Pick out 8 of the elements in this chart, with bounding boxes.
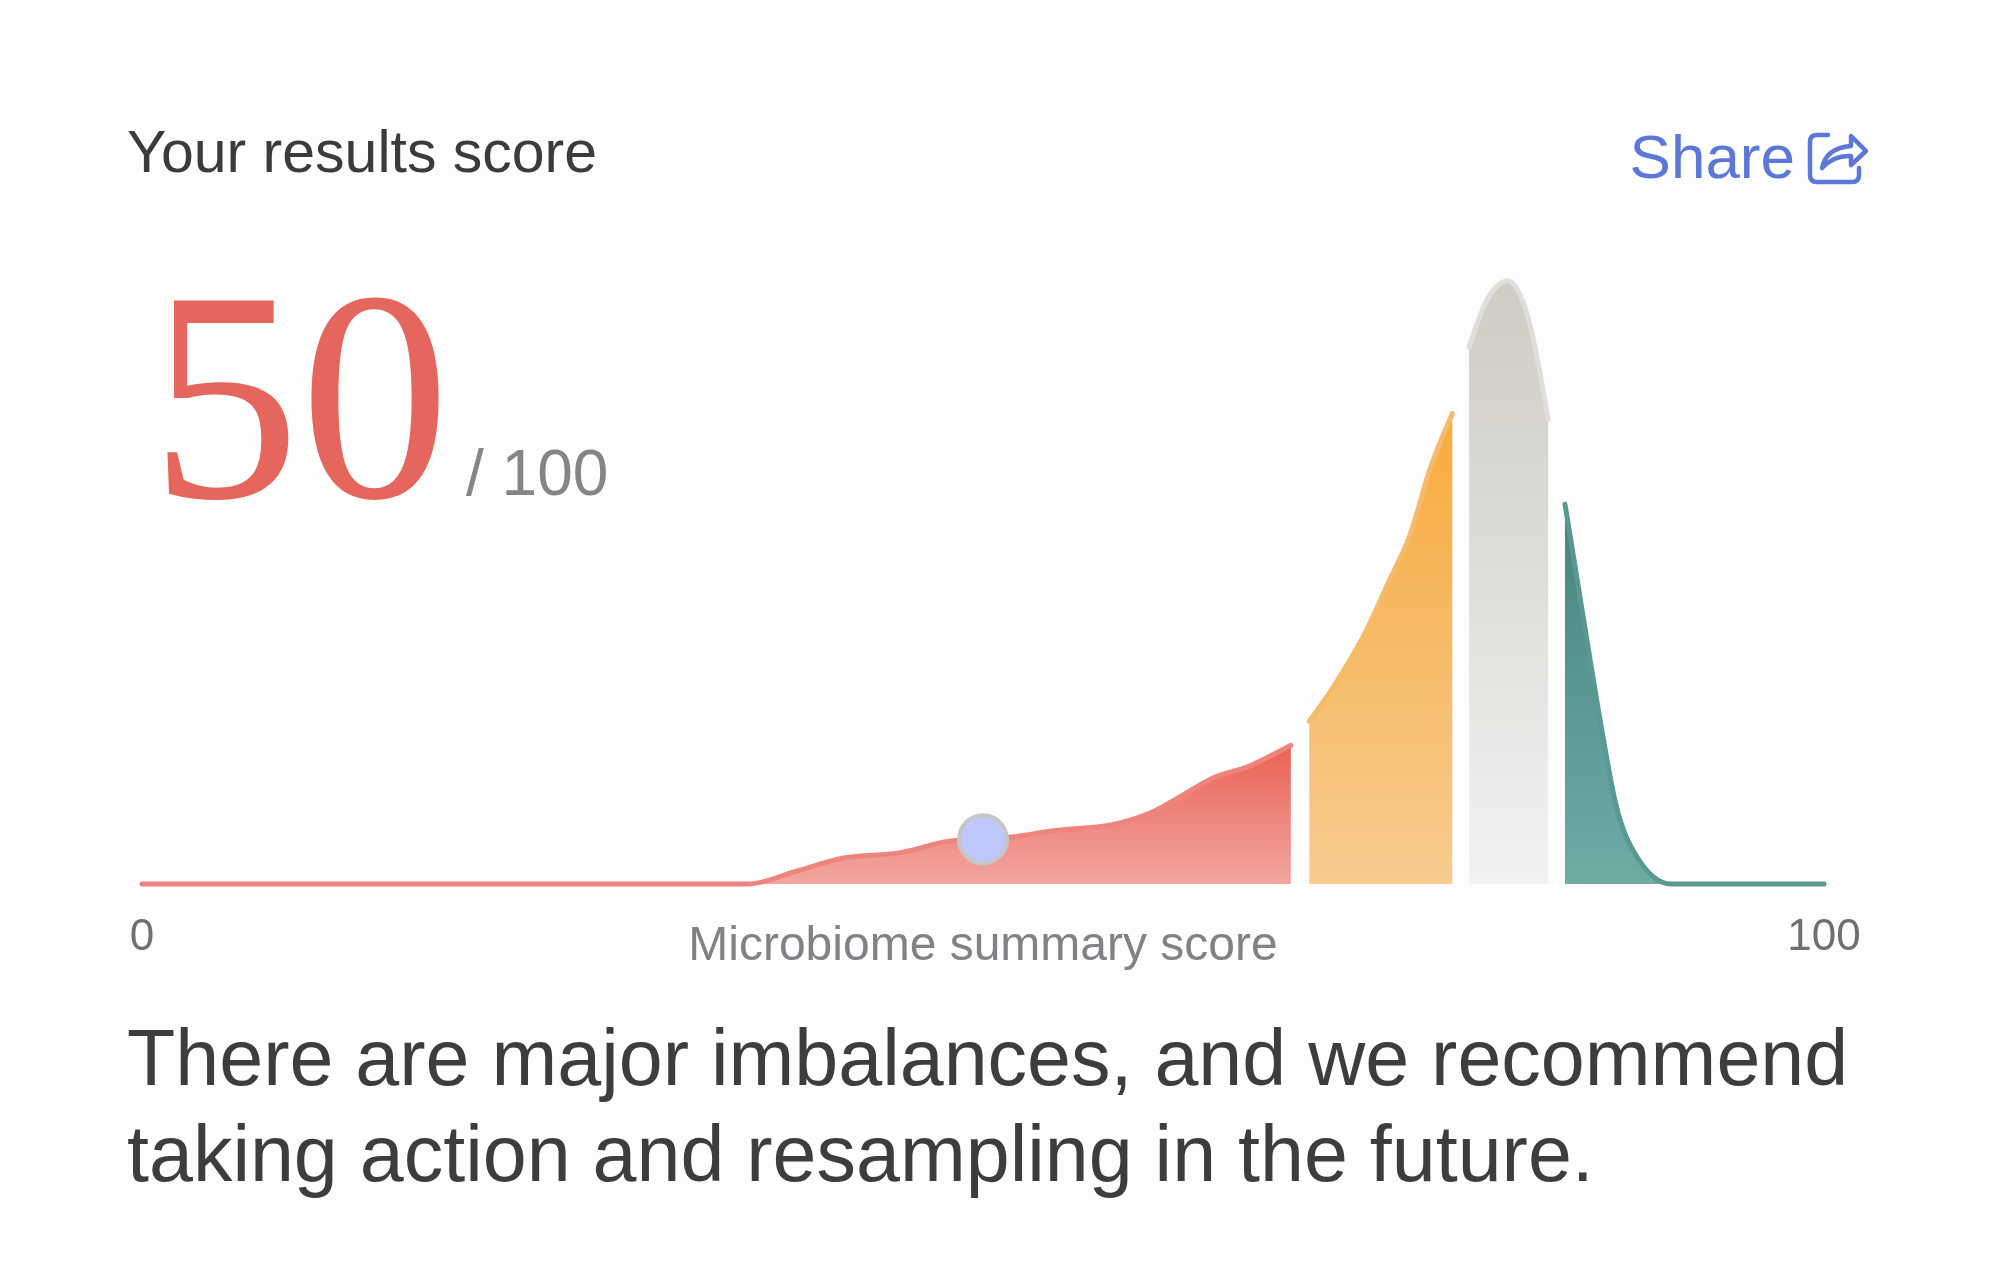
x-axis-title: Microbiome summary score: [688, 917, 1278, 970]
x-tick-label: 0: [129, 910, 155, 959]
x-tick-label: 100: [1787, 910, 1861, 959]
chart-title: Your results score: [127, 119, 598, 185]
text: Share: [1629, 122, 1795, 191]
annotation: / 100: [466, 437, 609, 509]
text: There are major imbalances, and we recommend taking action and resampling in the future.: [127, 1012, 1850, 1200]
annotation: 50: [150, 230, 450, 562]
